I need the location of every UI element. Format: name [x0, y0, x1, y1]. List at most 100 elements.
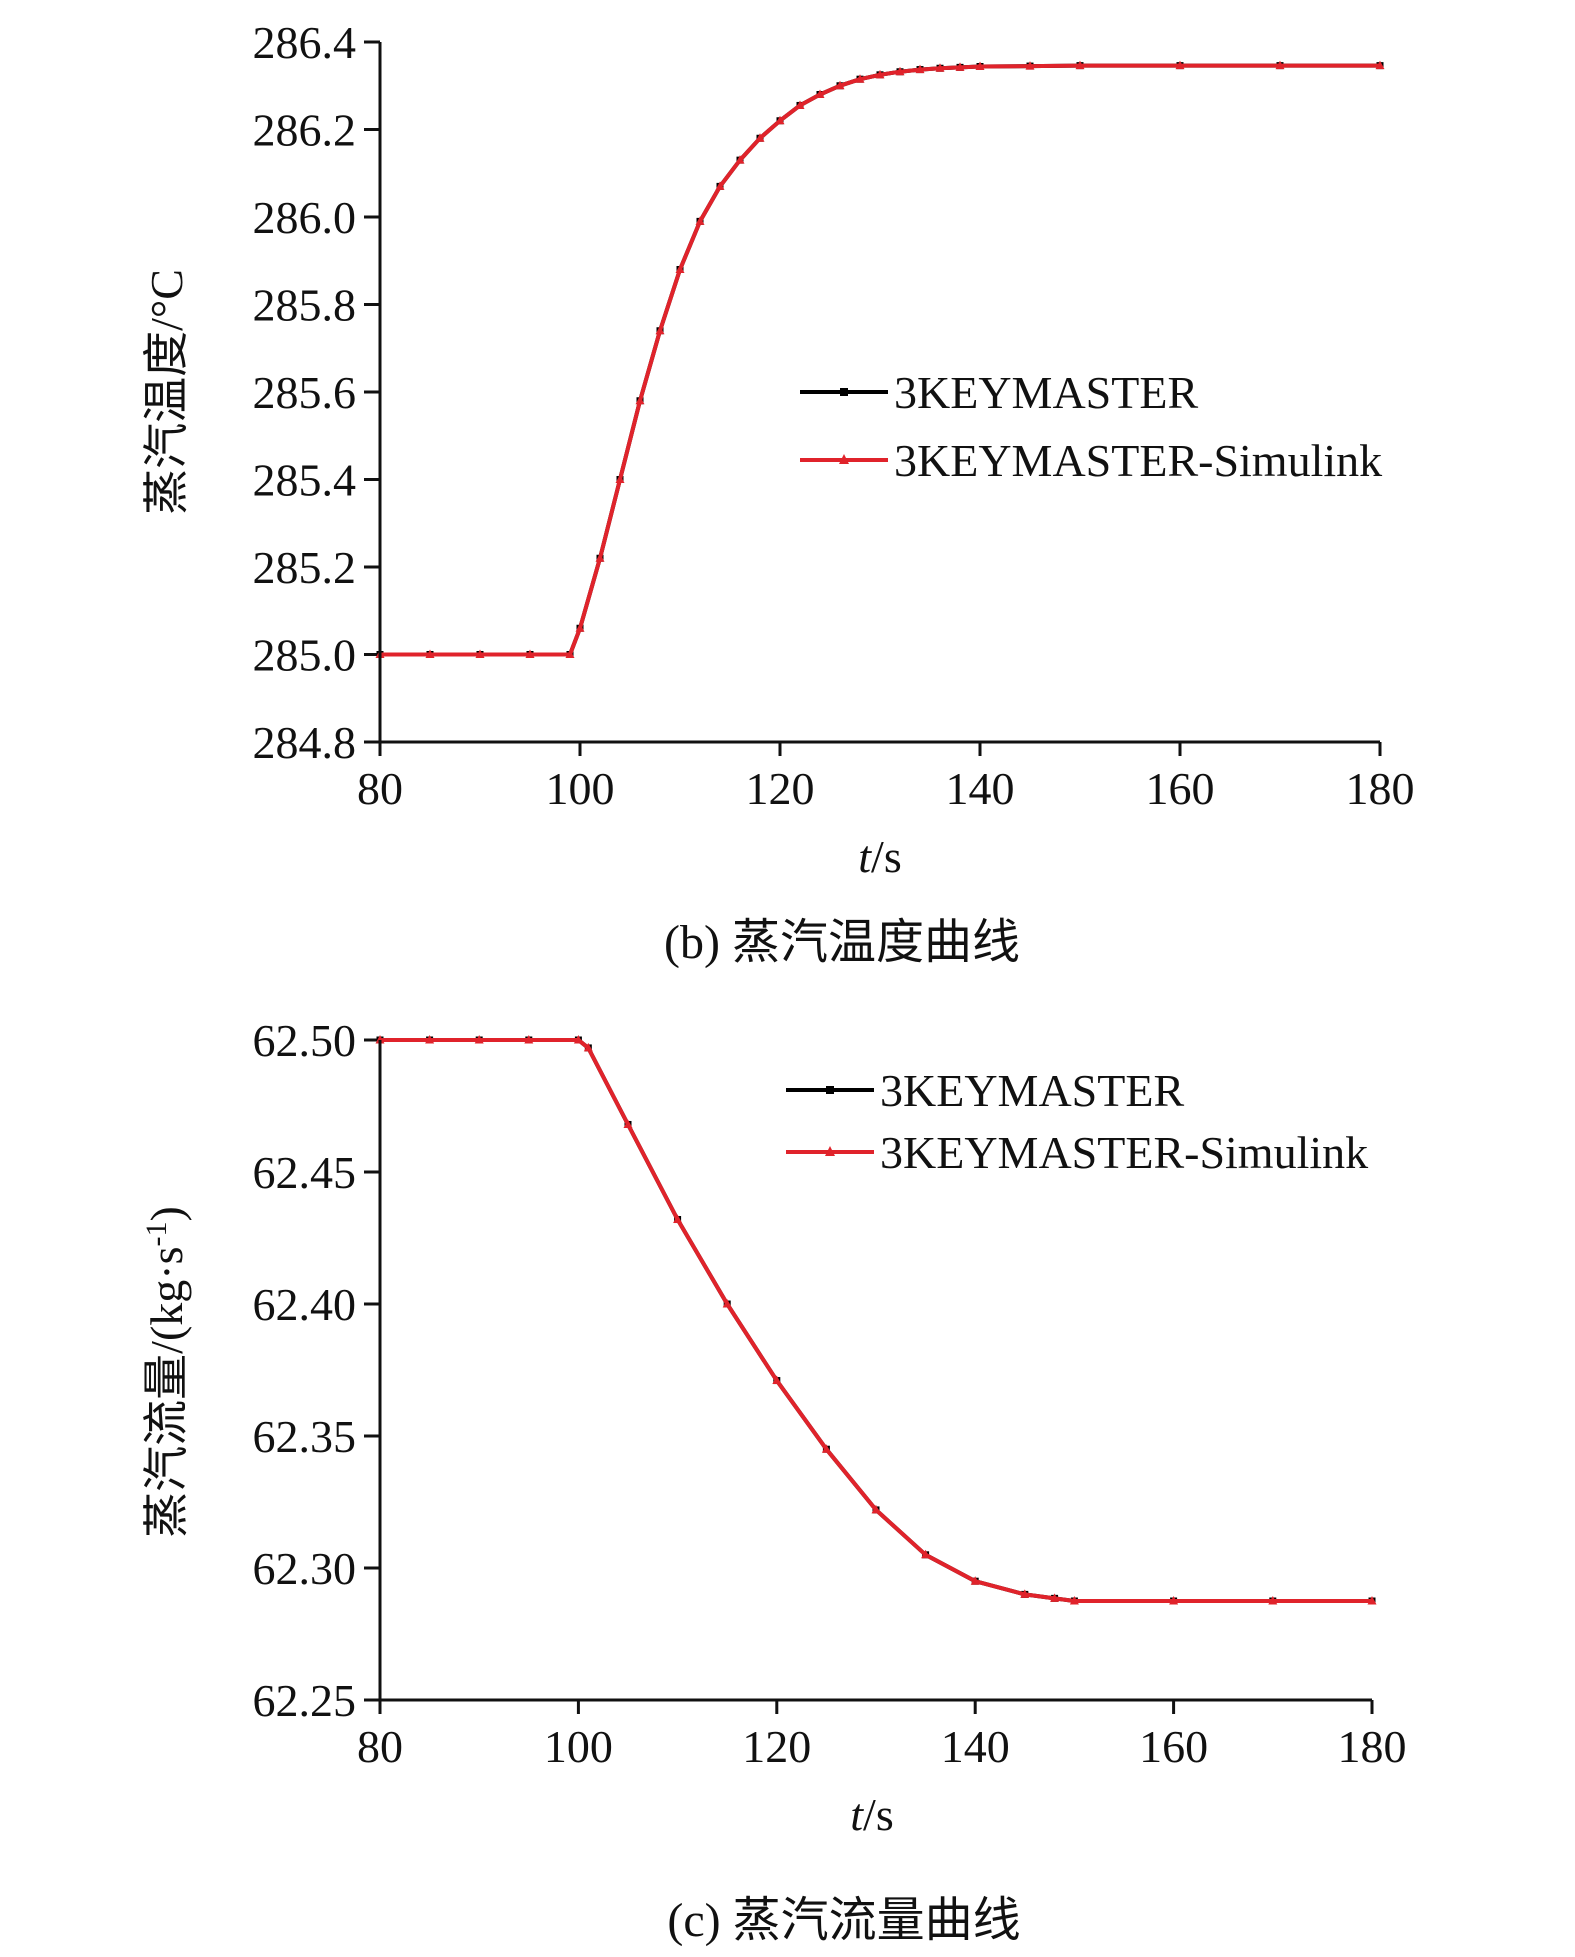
temperature-series-2-point: [895, 66, 905, 76]
flow-series-2-point: [673, 1214, 683, 1224]
temperature-series: [375, 60, 1385, 658]
temperature-series-2-point: [715, 181, 725, 190]
steam-flow-chart: 62.25 62.30 62.35 62.40 62.45 62.50 80 100 120 14…: [140, 1015, 1407, 1947]
flow-y-axis-title: 蒸汽流量/(kg·s-1): [140, 1206, 193, 1538]
flow-series-2-point: [772, 1375, 782, 1385]
flow-x-tick-label: 180: [1338, 1721, 1407, 1772]
flow-y-tick-label: 62.40: [253, 1279, 357, 1330]
temperature-series-2-point: [565, 649, 575, 658]
temperature-series-2-point: [635, 395, 645, 405]
flow-series-2-point: [1367, 1596, 1377, 1605]
temperature-y-tick-label: 285.2: [253, 542, 357, 593]
temperature-series-2-point: [1025, 61, 1035, 70]
flow-series-2-point: [921, 1549, 931, 1559]
flow-series-2-point: [583, 1042, 593, 1052]
flow-series-line-1: [380, 1038, 1372, 1603]
flow-series-2-point: [524, 1035, 534, 1044]
flow-y-tick-label: 62.30: [253, 1543, 357, 1594]
temperature-x-tick-label: 160: [1146, 763, 1215, 814]
temperature-y-tick-label: 286.2: [253, 105, 357, 156]
temperature-series-2-point: [595, 553, 605, 562]
temperature-series-2-point: [855, 74, 865, 83]
temperature-y-tick-label: 285.0: [253, 630, 357, 681]
temperature-y-tick-label: 284.8: [253, 717, 357, 768]
temperature-legend-marker-1: [840, 388, 848, 396]
temperature-series-2-point: [675, 264, 685, 273]
flow-series-2-point: [871, 1504, 881, 1514]
temperature-x-tick-label: 180: [1346, 763, 1415, 814]
temperature-y-tick-label: 286.4: [253, 17, 357, 68]
temperature-series-2-point: [975, 61, 985, 70]
flow-legend-label-2: 3KEYMASTER-Simulink: [880, 1127, 1368, 1178]
temperature-series-2-point: [935, 63, 945, 72]
temperature-legend: 3KEYMASTER 3KEYMASTER-Simulink: [800, 367, 1382, 486]
temperature-x-tick-label: 100: [546, 763, 615, 814]
temperature-x-tick-label: 80: [357, 763, 403, 814]
temperature-caption: (b) 蒸汽温度曲线: [664, 916, 1020, 969]
temperature-x-tick-label: 140: [946, 763, 1015, 814]
flow-caption: (c) 蒸汽流量曲线: [667, 1894, 1020, 1947]
flow-legend-label-1: 3KEYMASTER: [880, 1065, 1184, 1116]
flow-legend-marker-1: [826, 1086, 834, 1094]
temperature-series-line-1: [380, 63, 1380, 657]
temperature-series-2-point: [655, 325, 665, 335]
flow-series-2-point: [970, 1576, 980, 1585]
temperature-y-tick-label: 285.6: [253, 367, 357, 418]
flow-x-tick-label: 80: [357, 1721, 403, 1772]
temperature-series-2-point: [695, 216, 705, 225]
temperature-axes: [378, 42, 1380, 744]
temperature-series-2-point: [1275, 60, 1285, 70]
flow-series-2-point: [474, 1035, 484, 1044]
temperature-series-2-point: [615, 474, 625, 483]
temperature-ticks: 284.8 285.0 285.2 285.4 285.6 285.8 286.0 286.2…: [253, 17, 1415, 814]
temperature-series-2-point: [835, 80, 845, 90]
flow-x-tick-label: 120: [742, 1721, 811, 1772]
flow-y-tick-label: 62.50: [253, 1015, 357, 1066]
temperature-series-2-point: [755, 133, 765, 142]
flow-series-2-point: [1268, 1596, 1278, 1605]
temperature-series-2-point: [955, 62, 965, 71]
temperature-series-2-point: [795, 100, 805, 109]
flow-legend-marker-2: [825, 1146, 835, 1156]
flow-y-tick-label: 62.25: [253, 1675, 357, 1726]
temperature-series-2-point: [1075, 60, 1085, 70]
flow-x-tick-label: 100: [544, 1721, 613, 1772]
flow-y-tick-label: 62.45: [253, 1147, 357, 1198]
temperature-series-2-point: [775, 115, 785, 125]
temperature-series-2-point: [525, 649, 535, 658]
temperature-series-line-2: [380, 63, 1380, 657]
flow-x-tick-label: 160: [1139, 1721, 1208, 1772]
temperature-y-tick-label: 285.8: [253, 280, 357, 331]
temperature-series-2-point: [875, 69, 885, 79]
temperature-x-axis-title: t/s: [858, 831, 901, 882]
temperature-series-2-point: [575, 623, 585, 632]
flow-series-2-point: [1069, 1596, 1079, 1605]
flow-series-2-point: [573, 1035, 583, 1044]
temperature-y-tick-label: 286.0: [253, 192, 357, 243]
flow-series-2-point: [425, 1035, 435, 1044]
flow-legend: 3KEYMASTER 3KEYMASTER-Simulink: [786, 1065, 1368, 1178]
temperature-legend-label-1: 3KEYMASTER: [894, 367, 1198, 418]
flow-x-tick-label: 140: [941, 1721, 1010, 1772]
steam-temperature-chart: 284.8 285.0 285.2 285.4 285.6 285.8 286.0 286.2…: [141, 17, 1415, 969]
flow-series-2-point: [821, 1444, 831, 1453]
flow-series-2-point: [375, 1035, 385, 1044]
temperature-y-tick-label: 285.4: [253, 455, 357, 506]
flow-series-2-point: [722, 1299, 732, 1308]
flow-series-2-point: [623, 1119, 633, 1128]
flow-y-tick-label: 62.35: [253, 1411, 357, 1462]
flow-axes: [378, 1040, 1372, 1702]
temperature-series-2-point: [1175, 60, 1185, 70]
flow-series-2-point: [1050, 1593, 1060, 1602]
temperature-series-2-point: [425, 649, 435, 658]
temperature-series-2-point: [815, 89, 825, 98]
temperature-series-2-point: [915, 64, 925, 74]
temperature-x-tick-label: 120: [746, 763, 815, 814]
flow-series: [375, 1035, 1377, 1605]
temperature-legend-label-2: 3KEYMASTER-Simulink: [894, 435, 1382, 486]
temperature-legend-marker-2: [839, 454, 849, 464]
flow-series-line-2: [380, 1038, 1372, 1603]
temperature-series-2-point: [475, 649, 485, 658]
flow-x-axis-title: t/s: [850, 1789, 893, 1840]
